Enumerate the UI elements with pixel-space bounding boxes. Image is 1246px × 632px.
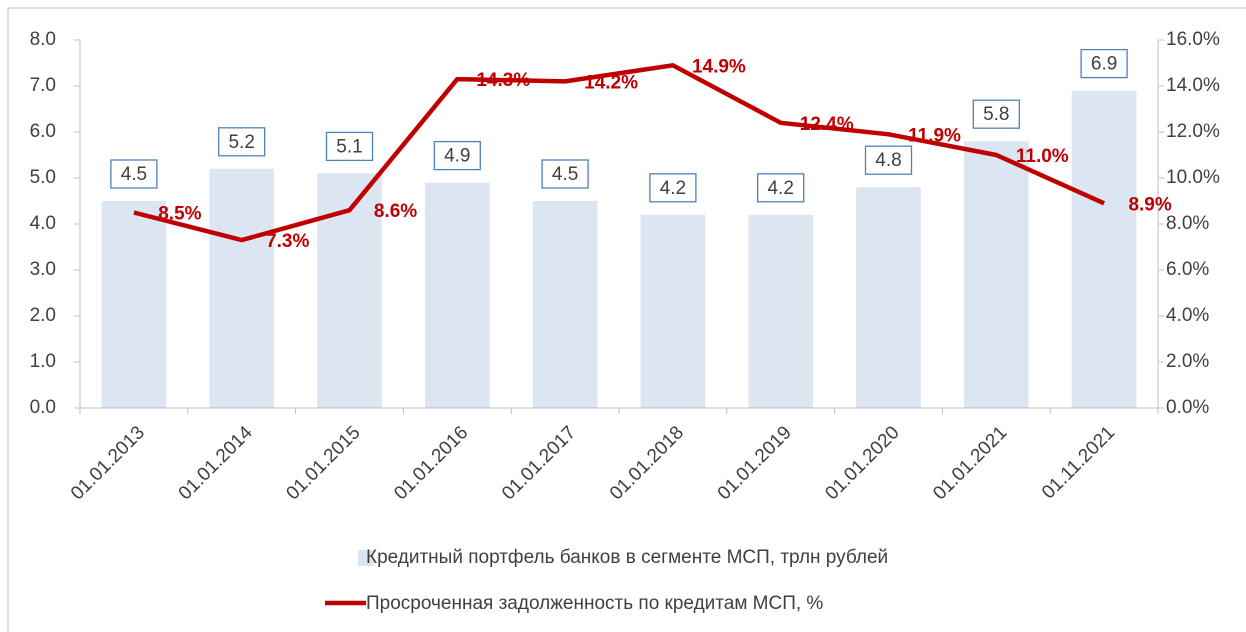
data-label-box [325, 131, 374, 162]
data-label-box [541, 159, 589, 189]
data-label: 4.5 [121, 164, 147, 185]
x-tick-label: 01.01.2020 [821, 422, 903, 504]
line-data-label: 7.3% [266, 231, 309, 252]
data-label-box [757, 173, 805, 203]
data-label: 4.2 [767, 178, 793, 199]
x-tick-label: 01.01.2014 [175, 422, 257, 504]
y-tick-label: 1.0 [30, 351, 56, 372]
legend-label: Просроченная задолженность по кредитам М… [366, 593, 823, 614]
legend-label: Кредитный портфель банков в сегменте МСП… [366, 547, 888, 568]
y-tick-label: 8.0 [30, 29, 56, 50]
legend-swatch-bar [358, 550, 374, 566]
y-tick-label: 2.0 [30, 305, 56, 326]
data-label: 6.9 [1091, 54, 1117, 75]
x-tick-label: 01.01.2018 [606, 422, 688, 504]
bar [424, 182, 490, 408]
data-label: 5.2 [228, 132, 254, 153]
line [133, 63, 1106, 243]
bar [532, 201, 598, 408]
bar [748, 214, 814, 408]
x-tick-label: 01.01.2013 [67, 422, 149, 504]
bar [963, 141, 1029, 408]
data-label: 4.8 [875, 150, 901, 171]
y-tick-label: 0.0 [30, 397, 56, 418]
line-data-label: 12.4% [800, 114, 854, 135]
data-label: 4.9 [444, 146, 470, 167]
data-label: 5.1 [336, 136, 362, 157]
y2-tick-label: 2.0% [1166, 351, 1209, 372]
line-data-label: 14.2% [584, 72, 638, 93]
y2-tick-label: 16.0% [1166, 29, 1220, 50]
data-label-box [1080, 48, 1128, 79]
data-label-box [218, 127, 266, 157]
line-data-label: 8.5% [158, 204, 201, 225]
data-label: 4.2 [660, 178, 686, 199]
bar [1071, 90, 1137, 408]
bar [101, 201, 167, 408]
y-tick-label: 7.0 [30, 75, 56, 96]
x-tick-label: 01.01.2017 [498, 422, 580, 504]
y-tick-label: 6.0 [30, 121, 56, 142]
bar [640, 214, 706, 408]
line-data-label: 8.6% [374, 201, 417, 222]
x-tick-label: 01.01.2021 [929, 422, 1011, 504]
y2-tick-label: 10.0% [1166, 167, 1220, 188]
data-label: 5.8 [983, 104, 1009, 125]
data-label: 4.5 [552, 164, 578, 185]
data-label-box [864, 145, 913, 175]
line-data-label: 14.3% [476, 70, 530, 91]
bar [856, 187, 921, 408]
x-tick-label: 01.01.2019 [714, 422, 796, 504]
data-label-box [649, 173, 697, 203]
line-data-label: 14.9% [692, 56, 746, 77]
line-data-label: 8.9% [1128, 194, 1171, 215]
data-label-box [110, 159, 158, 189]
data-label-box [433, 140, 481, 171]
y2-tick-label: 4.0% [1166, 305, 1209, 326]
x-tick-label: 01.01.2016 [390, 422, 472, 504]
bar [209, 168, 275, 408]
y-tick-label: 5.0 [30, 167, 56, 188]
data-label-box [972, 99, 1020, 129]
y2-tick-label: 14.0% [1166, 75, 1220, 96]
x-tick-label: 01.11.2021 [1038, 422, 1119, 503]
line-data-label: 11.9% [908, 125, 961, 146]
y-tick-label: 4.0 [30, 213, 56, 234]
y-tick-label: 3.0 [30, 259, 56, 280]
y2-tick-label: 12.0% [1166, 121, 1220, 142]
chart-frame [7, 7, 1246, 632]
y2-tick-label: 0.0% [1166, 397, 1209, 418]
y2-tick-label: 6.0% [1166, 259, 1209, 280]
y2-tick-label: 8.0% [1166, 213, 1209, 234]
line-data-label: 11.0% [1016, 146, 1069, 167]
x-tick-label: 01.01.2015 [282, 422, 364, 504]
